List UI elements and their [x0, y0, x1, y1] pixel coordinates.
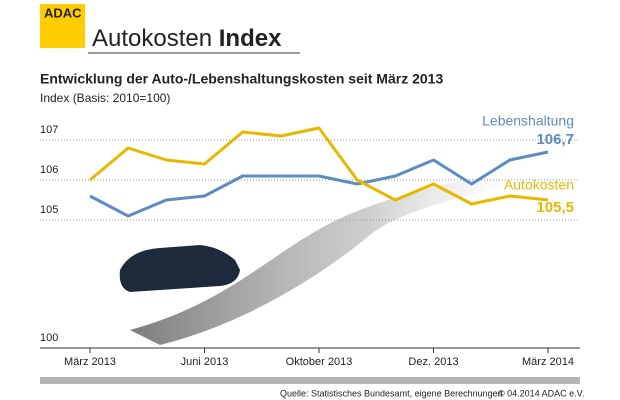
x-tick-label: Oktober 2013	[286, 356, 353, 368]
y-tick-label: 106	[40, 164, 58, 176]
x-tick-label: Juni 2013	[181, 356, 229, 368]
y-tick-label: 107	[40, 124, 58, 136]
series-line	[89, 126, 549, 206]
car-illustration	[119, 245, 240, 292]
footer-bar	[40, 377, 580, 384]
road-illustration	[130, 170, 522, 345]
chart-subtitle: Index (Basis: 2010=100)	[40, 91, 170, 105]
x-tick-label: Dez. 2013	[408, 356, 458, 368]
legend-label: Autokosten	[504, 177, 574, 193]
x-tick-label: März 2014	[522, 356, 574, 368]
source: Quelle: Statistisches Bundesamt, eigene …	[280, 388, 503, 398]
logo	[40, 4, 85, 48]
legend-label: Lebenshaltung	[482, 113, 574, 129]
y-tick-label: 100	[40, 332, 58, 344]
logo-text: ADAC	[44, 5, 82, 20]
x-tick-label: März 2013	[64, 356, 116, 368]
y-tick-label: 105	[40, 204, 58, 216]
series-line	[89, 150, 549, 218]
value-label: 105,5	[536, 199, 574, 216]
value-label: 106,7	[536, 131, 574, 148]
copyright: © 04.2014 ADAC e.V.	[498, 388, 584, 398]
chart-title: Entwicklung der Auto-/Lebenshaltungskost…	[40, 71, 443, 87]
header-title: Autokosten Index	[92, 25, 282, 52]
